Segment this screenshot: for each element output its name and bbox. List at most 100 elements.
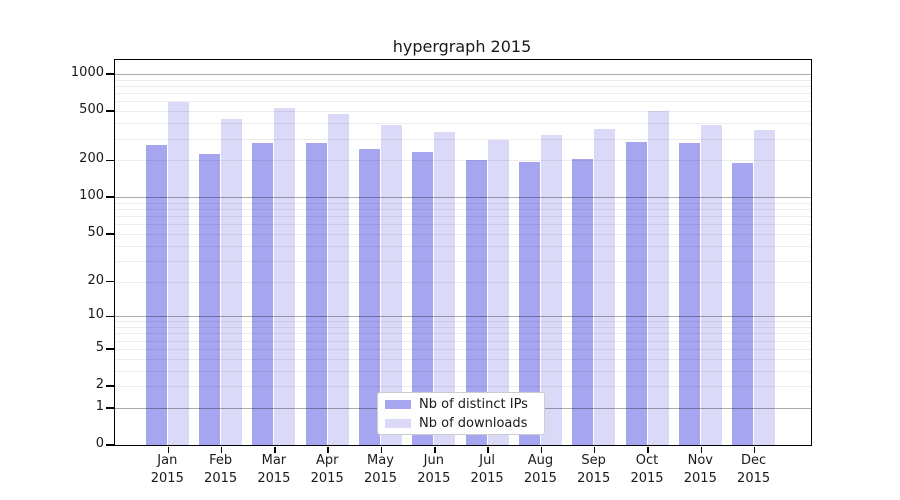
bar-distinct-ips bbox=[252, 143, 274, 445]
bar-downloads bbox=[274, 108, 296, 445]
x-tick-year: 2015 bbox=[310, 471, 344, 486]
minor-gridline bbox=[115, 202, 811, 204]
bar-distinct-ips bbox=[625, 142, 647, 445]
x-tick-month: Feb bbox=[209, 453, 233, 468]
x-tick-month: Mar bbox=[261, 453, 287, 468]
minor-gridline bbox=[115, 111, 811, 113]
y-axis-tick bbox=[106, 315, 114, 317]
minor-gridline bbox=[115, 281, 811, 283]
bar-downloads bbox=[434, 132, 456, 445]
y-axis-tick bbox=[106, 196, 114, 198]
x-tick-month: Jan bbox=[157, 453, 178, 468]
y-tick-label: 100 bbox=[79, 188, 104, 204]
x-tick-label: Mar 2015 bbox=[244, 452, 304, 488]
major-gridline bbox=[115, 74, 811, 76]
bar-downloads bbox=[754, 129, 776, 445]
x-tick-month: Sep bbox=[581, 453, 606, 468]
bar-downloads bbox=[327, 113, 349, 445]
y-axis-tick bbox=[106, 280, 114, 283]
x-tick-label: Sep 2015 bbox=[564, 452, 624, 488]
y-tick-label: 2 bbox=[95, 377, 104, 393]
bar-distinct-ips bbox=[465, 160, 487, 445]
x-tick-month: May bbox=[367, 453, 394, 468]
bar-downloads bbox=[647, 110, 669, 445]
x-tick-year: 2015 bbox=[204, 471, 238, 486]
x-tick-label: Aug 2015 bbox=[510, 452, 570, 488]
y-axis-tick bbox=[106, 233, 114, 235]
x-tick-label: Apr 2015 bbox=[297, 452, 357, 488]
minor-gridline bbox=[115, 79, 811, 81]
x-axis-tick bbox=[274, 446, 276, 453]
minor-gridline bbox=[115, 245, 811, 247]
legend: Nb of distinct IPs Nb of downloads bbox=[377, 392, 545, 435]
x-axis-tick bbox=[540, 446, 543, 453]
legend-swatch-downloads bbox=[385, 418, 411, 428]
y-axis-tick bbox=[106, 159, 114, 162]
x-tick-label: Jul 2015 bbox=[457, 452, 517, 488]
minor-gridline bbox=[115, 160, 811, 162]
x-axis-tick bbox=[220, 446, 223, 453]
x-axis-tick bbox=[593, 446, 596, 453]
plot-area bbox=[106, 59, 812, 453]
legend-entry-downloads: Nb of downloads bbox=[385, 416, 544, 431]
y-tick-label: 1000 bbox=[70, 65, 104, 81]
y-axis-tick bbox=[106, 407, 114, 409]
legend-label-downloads: Nb of downloads bbox=[419, 415, 528, 431]
x-tick-year: 2015 bbox=[417, 471, 451, 486]
x-tick-label: Dec 2015 bbox=[724, 452, 784, 488]
minor-gridline bbox=[115, 93, 811, 95]
minor-gridline bbox=[115, 340, 811, 342]
bar-downloads bbox=[540, 135, 562, 445]
minor-gridline bbox=[115, 348, 811, 350]
bar-distinct-ips bbox=[199, 153, 221, 445]
minor-gridline bbox=[115, 321, 811, 323]
major-gridline bbox=[115, 316, 811, 318]
y-tick-label: 0 bbox=[95, 436, 104, 451]
x-tick-month: Jun bbox=[423, 453, 444, 468]
x-tick-label: Nov 2015 bbox=[670, 452, 730, 488]
x-tick-year: 2015 bbox=[150, 471, 184, 486]
x-axis-tick bbox=[487, 446, 489, 453]
minor-gridline bbox=[115, 123, 811, 125]
minor-gridline bbox=[115, 333, 811, 335]
x-axis-tick bbox=[327, 446, 329, 453]
minor-gridline bbox=[115, 327, 811, 329]
x-tick-year: 2015 bbox=[683, 471, 717, 486]
y-tick-label: 1 bbox=[95, 398, 104, 414]
legend-label-distinct-ips: Nb of distinct IPs bbox=[419, 396, 528, 412]
minor-gridline bbox=[115, 101, 811, 103]
y-tick-label: 5 bbox=[95, 339, 104, 355]
minor-gridline bbox=[115, 86, 811, 88]
x-tick-month: Nov bbox=[687, 453, 713, 468]
minor-gridline bbox=[115, 260, 811, 262]
bar-distinct-ips bbox=[518, 161, 540, 445]
y-tick-label: 500 bbox=[79, 102, 104, 118]
x-tick-month: Dec bbox=[741, 453, 767, 468]
x-axis-tick bbox=[647, 446, 649, 453]
x-tick-year: 2015 bbox=[630, 471, 664, 486]
legend-entry-distinct-ips: Nb of distinct IPs bbox=[385, 397, 544, 412]
minor-gridline bbox=[115, 216, 811, 218]
y-axis-tick bbox=[106, 444, 114, 446]
x-axis-tick bbox=[380, 446, 383, 453]
x-axis-tick bbox=[700, 446, 703, 453]
x-tick-year: 2015 bbox=[470, 471, 504, 486]
bar-distinct-ips bbox=[145, 145, 167, 445]
y-axis-tick bbox=[106, 385, 114, 387]
x-tick-year: 2015 bbox=[577, 471, 611, 486]
x-tick-label: May 2015 bbox=[351, 452, 411, 488]
x-tick-label: Jan 2015 bbox=[137, 452, 197, 488]
x-tick-month: Oct bbox=[635, 453, 659, 468]
minor-gridline bbox=[115, 138, 811, 140]
x-axis-tick bbox=[434, 446, 436, 453]
y-tick-label: 50 bbox=[87, 224, 104, 240]
bar-distinct-ips bbox=[678, 143, 700, 445]
y-tick-label: 10 bbox=[87, 307, 104, 323]
y-axis-tick bbox=[106, 110, 114, 112]
bar-downloads bbox=[381, 125, 402, 445]
minor-gridline bbox=[115, 209, 811, 211]
x-axis-tick bbox=[753, 446, 756, 453]
bar-downloads bbox=[594, 128, 616, 445]
bar-downloads bbox=[700, 124, 722, 445]
bar-downloads bbox=[167, 102, 189, 445]
